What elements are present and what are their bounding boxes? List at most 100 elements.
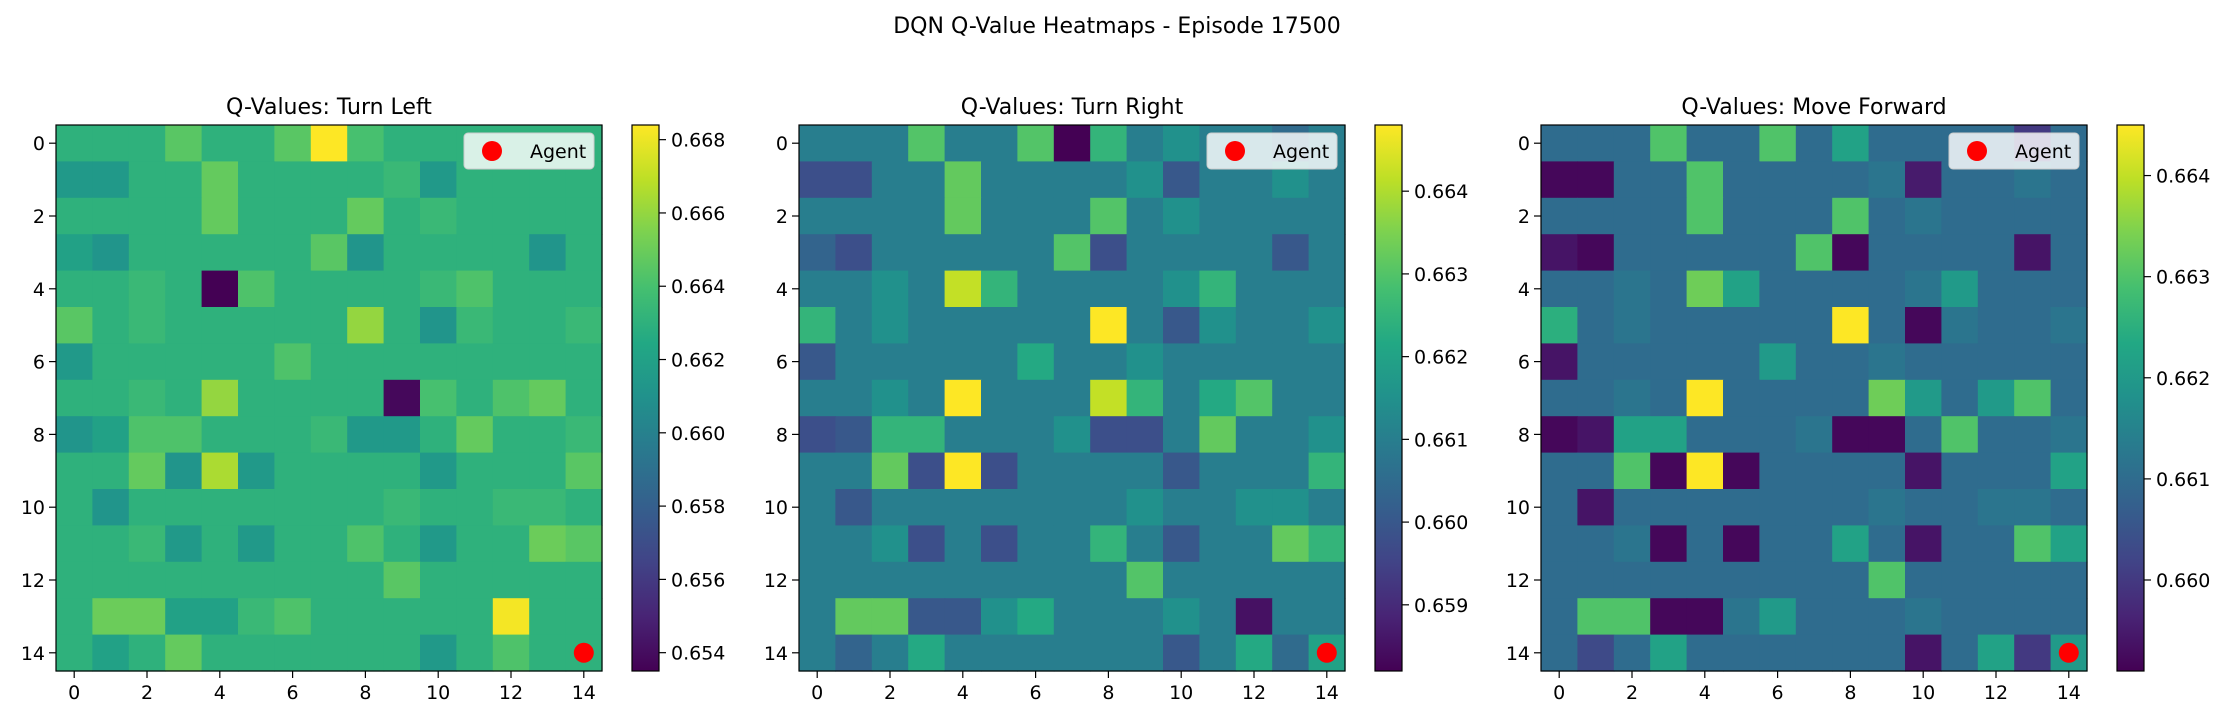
heatmap-cell — [981, 416, 1018, 454]
heatmap-cells — [1541, 125, 2088, 672]
heatmap-cell — [1308, 598, 1346, 636]
heatmap-cell — [1272, 343, 1310, 381]
heatmap-cell — [1795, 416, 1833, 454]
heatmap-cell — [1163, 598, 1200, 636]
colorbar-tick-label: 0.663 — [2156, 267, 2210, 289]
heatmap-cell — [944, 234, 982, 272]
heatmap-cell — [492, 634, 530, 672]
heatmap-cell — [1053, 561, 1091, 599]
heatmap-cell — [944, 452, 982, 490]
colorbar-tick-label: 0.664 — [2156, 166, 2210, 188]
heatmap-cell — [529, 598, 567, 636]
y-tick-label: 2 — [776, 206, 788, 228]
heatmap-cell — [1795, 379, 1833, 417]
heatmap-cell — [1577, 489, 1615, 526]
heatmap-cell — [529, 307, 567, 344]
heatmap-cell — [238, 379, 275, 417]
heatmap-cell — [347, 343, 385, 381]
heatmap-cell — [1017, 343, 1055, 381]
heatmap-cell — [2014, 489, 2052, 526]
heatmap-cell — [1905, 270, 1942, 308]
heatmap-cell — [799, 343, 836, 381]
heatmap-cell — [944, 598, 982, 636]
heatmap-cell — [201, 197, 239, 235]
heatmap-cell — [456, 307, 494, 344]
heatmap-cell — [835, 161, 873, 199]
heatmap-cell — [835, 197, 873, 235]
heatmap-cell — [944, 197, 982, 235]
heatmap-cell — [1090, 634, 1128, 672]
heatmap-cell — [529, 343, 567, 381]
heatmap-cell — [1613, 307, 1651, 344]
heatmap-cell — [128, 598, 166, 636]
heatmap-cell — [1723, 379, 1760, 417]
heatmap-cell — [1868, 561, 1906, 599]
heatmap-cell — [165, 234, 203, 272]
heatmap-cell — [1272, 234, 1310, 272]
heatmap-cell — [128, 343, 166, 381]
heatmap-cell — [1199, 270, 1237, 308]
colorbar: 0.659 0.660 0.661 0.662 0.663 0.664 — [1374, 124, 1468, 672]
heatmap-cell — [1613, 125, 1651, 162]
heatmap-cell — [799, 307, 836, 344]
heatmap-cell — [1868, 234, 1906, 272]
heatmap-cell — [2050, 598, 2088, 636]
heatmap-cell — [1577, 125, 1615, 162]
heatmap-cell — [92, 270, 130, 308]
heatmap-cell — [1308, 270, 1346, 308]
heatmap-cell — [128, 307, 166, 344]
heatmap-cell — [92, 307, 130, 344]
colorbar-tick-label: 0.662 — [671, 350, 725, 372]
heatmap-cell — [908, 489, 946, 526]
heatmap-cell — [1017, 561, 1055, 599]
heatmap-cell — [1650, 270, 1688, 308]
heatmap-cell — [871, 598, 909, 636]
y-tick-label: 12 — [1506, 570, 1530, 592]
heatmap-cell — [565, 307, 603, 344]
y-tick-label: 12 — [21, 570, 45, 592]
heatmap-cell — [1941, 343, 1979, 381]
heatmap-cell — [1905, 161, 1942, 199]
heatmap-cell — [1650, 525, 1688, 563]
heatmap-cell — [1941, 598, 1979, 636]
heatmap-cell — [128, 452, 166, 490]
heatmap-cell — [871, 343, 909, 381]
heatmap-cell — [1199, 416, 1237, 454]
heatmap-cell — [1868, 379, 1906, 417]
heatmap-cell — [565, 416, 603, 454]
heatmap-cell — [1759, 489, 1797, 526]
heatmap-cell — [1795, 634, 1833, 672]
heatmap-cell — [1541, 561, 1578, 599]
heatmap-cell — [274, 525, 312, 563]
heatmap-cell — [274, 416, 312, 454]
heatmap-cell — [1905, 452, 1942, 490]
heatmap-cell — [1126, 452, 1164, 490]
heatmap-cell — [1199, 234, 1237, 272]
heatmap-cell — [383, 416, 421, 454]
heatmap-cell — [981, 379, 1018, 417]
heatmap-cell — [1650, 489, 1688, 526]
heatmap-cell — [1163, 489, 1200, 526]
heatmap-cell — [1686, 561, 1724, 599]
legend-agent-marker — [1225, 141, 1245, 161]
heatmap-cell — [420, 197, 457, 235]
y-tick-label: 4 — [776, 279, 788, 301]
heatmap-cell — [1795, 125, 1833, 162]
heatmap-cell — [310, 307, 348, 344]
heatmap-cell — [871, 161, 909, 199]
heatmap-cell — [1126, 379, 1164, 417]
heatmap-cell — [165, 379, 203, 417]
heatmap-cell — [799, 489, 836, 526]
heatmap-cell — [420, 234, 457, 272]
heatmap-cell — [1053, 197, 1091, 235]
heatmap-cell — [1650, 343, 1688, 381]
heatmap-cell — [1905, 489, 1942, 526]
heatmap-cell — [310, 379, 348, 417]
heatmap-cell — [1235, 270, 1273, 308]
heatmap-cell — [1577, 307, 1615, 344]
heatmap-cell — [1977, 525, 2015, 563]
heatmap-cell — [492, 343, 530, 381]
heatmap-cell — [456, 598, 494, 636]
heatmap-cell — [56, 125, 93, 162]
heatmap-panel-3: Q-Values: Move Forward 0 2 4 6 8 10 12 14 0 2 4 6 8 10… — [1506, 95, 2211, 704]
